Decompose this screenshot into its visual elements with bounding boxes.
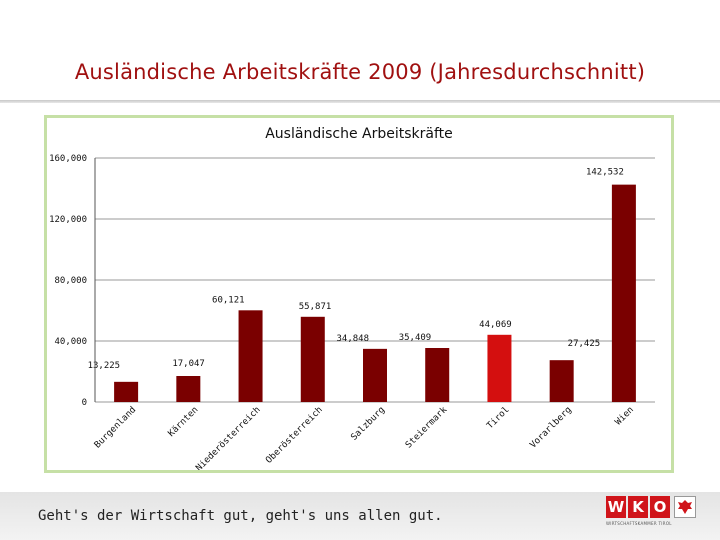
- category-label: Salzburg: [349, 405, 387, 443]
- wko-logo: W K O WIRTSCHAFTSKAMMER TIROL: [606, 496, 698, 530]
- y-tick-label: 40,000: [54, 337, 87, 347]
- bar-layer: [114, 184, 636, 402]
- category-label: Niederösterreich: [194, 405, 262, 470]
- value-label: 142,532: [586, 168, 624, 178]
- bar: [363, 348, 387, 402]
- category-label: Oberösterreich: [264, 405, 325, 466]
- value-label: 34,848: [336, 334, 369, 344]
- bar: [611, 184, 636, 402]
- category-label: Burgenland: [93, 405, 138, 450]
- bar: [114, 381, 139, 402]
- bar-chart: Ausländische Arbeitskräfte 13,225 17,047 6…: [49, 126, 655, 470]
- value-label: 35,409: [399, 333, 432, 343]
- chart-title: Ausländische Arbeitskräfte: [265, 126, 453, 142]
- logo-letter-w: W: [606, 496, 626, 518]
- title-divider: [0, 100, 720, 103]
- label-layer: 13,225 17,047 60,121 55,871 34,848 35,409 44,0…: [88, 168, 624, 371]
- footer-slogan: Geht's der Wirtschaft gut, geht's uns al…: [38, 508, 443, 524]
- axis-layer: 0 40,000 80,000 120,000 160,000 Burgenland Kär…: [49, 154, 636, 470]
- value-label: 60,121: [212, 295, 245, 305]
- chart-frame: Ausländische Arbeitskräfte 13,225 17,047 6…: [44, 115, 674, 473]
- slide-title: Ausländische Arbeitskräfte 2009 (Jahresd…: [74, 60, 646, 84]
- category-label: Tirol: [485, 405, 511, 431]
- bar: [176, 376, 201, 402]
- value-label: 55,871: [299, 302, 332, 312]
- category-label: Vorarlberg: [528, 405, 573, 450]
- value-label: 13,225: [88, 361, 121, 371]
- footer-band: [0, 492, 720, 540]
- bar: [549, 360, 574, 402]
- value-label: 44,069: [479, 320, 512, 330]
- category-label: Steiermark: [404, 405, 450, 451]
- value-label: 27,425: [568, 339, 601, 349]
- bar: [487, 334, 512, 402]
- bar: [238, 310, 263, 402]
- bar: [425, 348, 450, 402]
- y-tick-label: 120,000: [49, 215, 87, 225]
- y-tick-label: 160,000: [49, 154, 87, 164]
- eagle-crest-icon: [674, 496, 696, 518]
- category-label: Kärnten: [167, 405, 201, 439]
- logo-letter-o: O: [650, 496, 670, 518]
- y-tick-label: 0: [82, 398, 87, 408]
- value-label: 17,047: [172, 359, 205, 369]
- logo-letter-k: K: [628, 496, 648, 518]
- y-tick-label: 80,000: [54, 276, 87, 286]
- bar: [300, 316, 325, 402]
- logo-subtitle: WIRTSCHAFTSKAMMER TIROL: [606, 521, 672, 526]
- category-label: Wien: [614, 405, 636, 427]
